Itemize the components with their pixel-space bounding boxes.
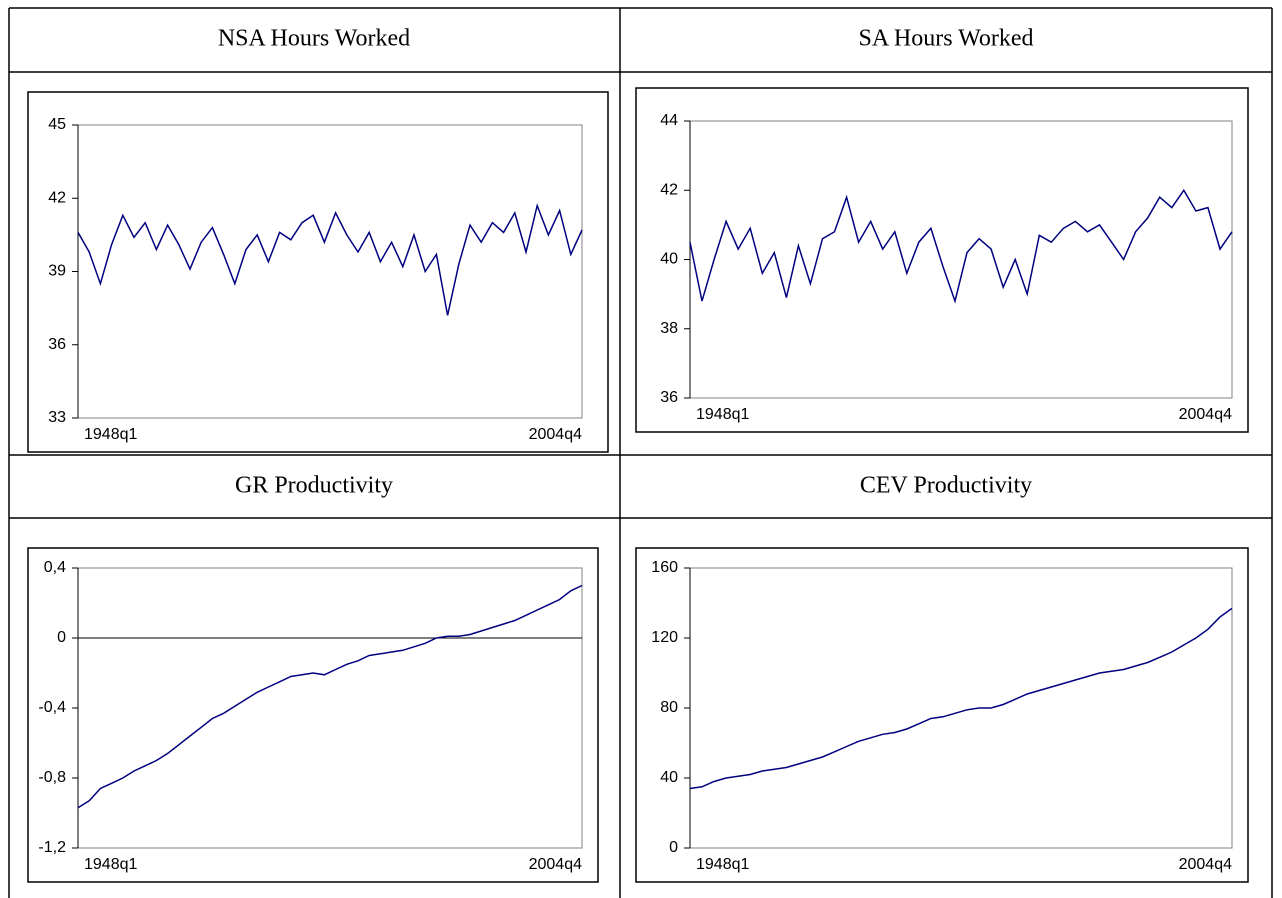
y-tick-label: 160 bbox=[651, 559, 678, 576]
y-tick-label: 40 bbox=[660, 251, 678, 268]
data-line bbox=[77, 584, 583, 809]
y-tick-label: 0 bbox=[669, 839, 678, 856]
y-tick-label: -1,2 bbox=[38, 839, 66, 856]
cell-title: NSA Hours Worked bbox=[218, 26, 410, 52]
y-tick-label: 0,4 bbox=[44, 559, 66, 576]
data-line bbox=[689, 188, 1233, 304]
y-tick-label: -0,4 bbox=[38, 699, 66, 716]
y-tick-label: 36 bbox=[48, 336, 66, 353]
x-tick-label: 2004q4 bbox=[1179, 406, 1232, 423]
y-tick-label: 44 bbox=[660, 112, 678, 129]
y-tick-label: 45 bbox=[48, 116, 66, 133]
cell-title: GR Productivity bbox=[235, 473, 393, 499]
cell-title: CEV Productivity bbox=[860, 473, 1032, 499]
y-tick-label: 39 bbox=[48, 263, 66, 280]
y-tick-label: 33 bbox=[48, 409, 66, 426]
chart-frame bbox=[27, 547, 599, 883]
y-tick-label: -0,8 bbox=[38, 769, 66, 786]
x-tick-label: 2004q4 bbox=[1179, 856, 1232, 873]
x-tick-label: 2004q4 bbox=[529, 856, 582, 873]
chart-frame bbox=[635, 87, 1249, 433]
x-tick-label: 1948q1 bbox=[696, 406, 749, 423]
x-tick-label: 2004q4 bbox=[529, 426, 582, 443]
y-tick-label: 36 bbox=[660, 389, 678, 406]
cell-title: SA Hours Worked bbox=[859, 26, 1034, 52]
y-tick-label: 80 bbox=[660, 699, 678, 716]
y-tick-label: 42 bbox=[48, 189, 66, 206]
data-line bbox=[77, 203, 583, 316]
y-tick-label: 40 bbox=[660, 769, 678, 786]
y-tick-label: 0 bbox=[57, 629, 66, 646]
x-tick-label: 1948q1 bbox=[696, 856, 749, 873]
x-tick-label: 1948q1 bbox=[84, 856, 137, 873]
y-tick-label: 42 bbox=[660, 181, 678, 198]
y-tick-label: 120 bbox=[651, 629, 678, 646]
chart-frame bbox=[635, 547, 1249, 883]
y-tick-label: 38 bbox=[660, 320, 678, 337]
chart-frame bbox=[27, 91, 609, 453]
x-tick-label: 1948q1 bbox=[84, 426, 137, 443]
table-grid bbox=[8, 7, 1273, 898]
data-line bbox=[689, 607, 1233, 790]
